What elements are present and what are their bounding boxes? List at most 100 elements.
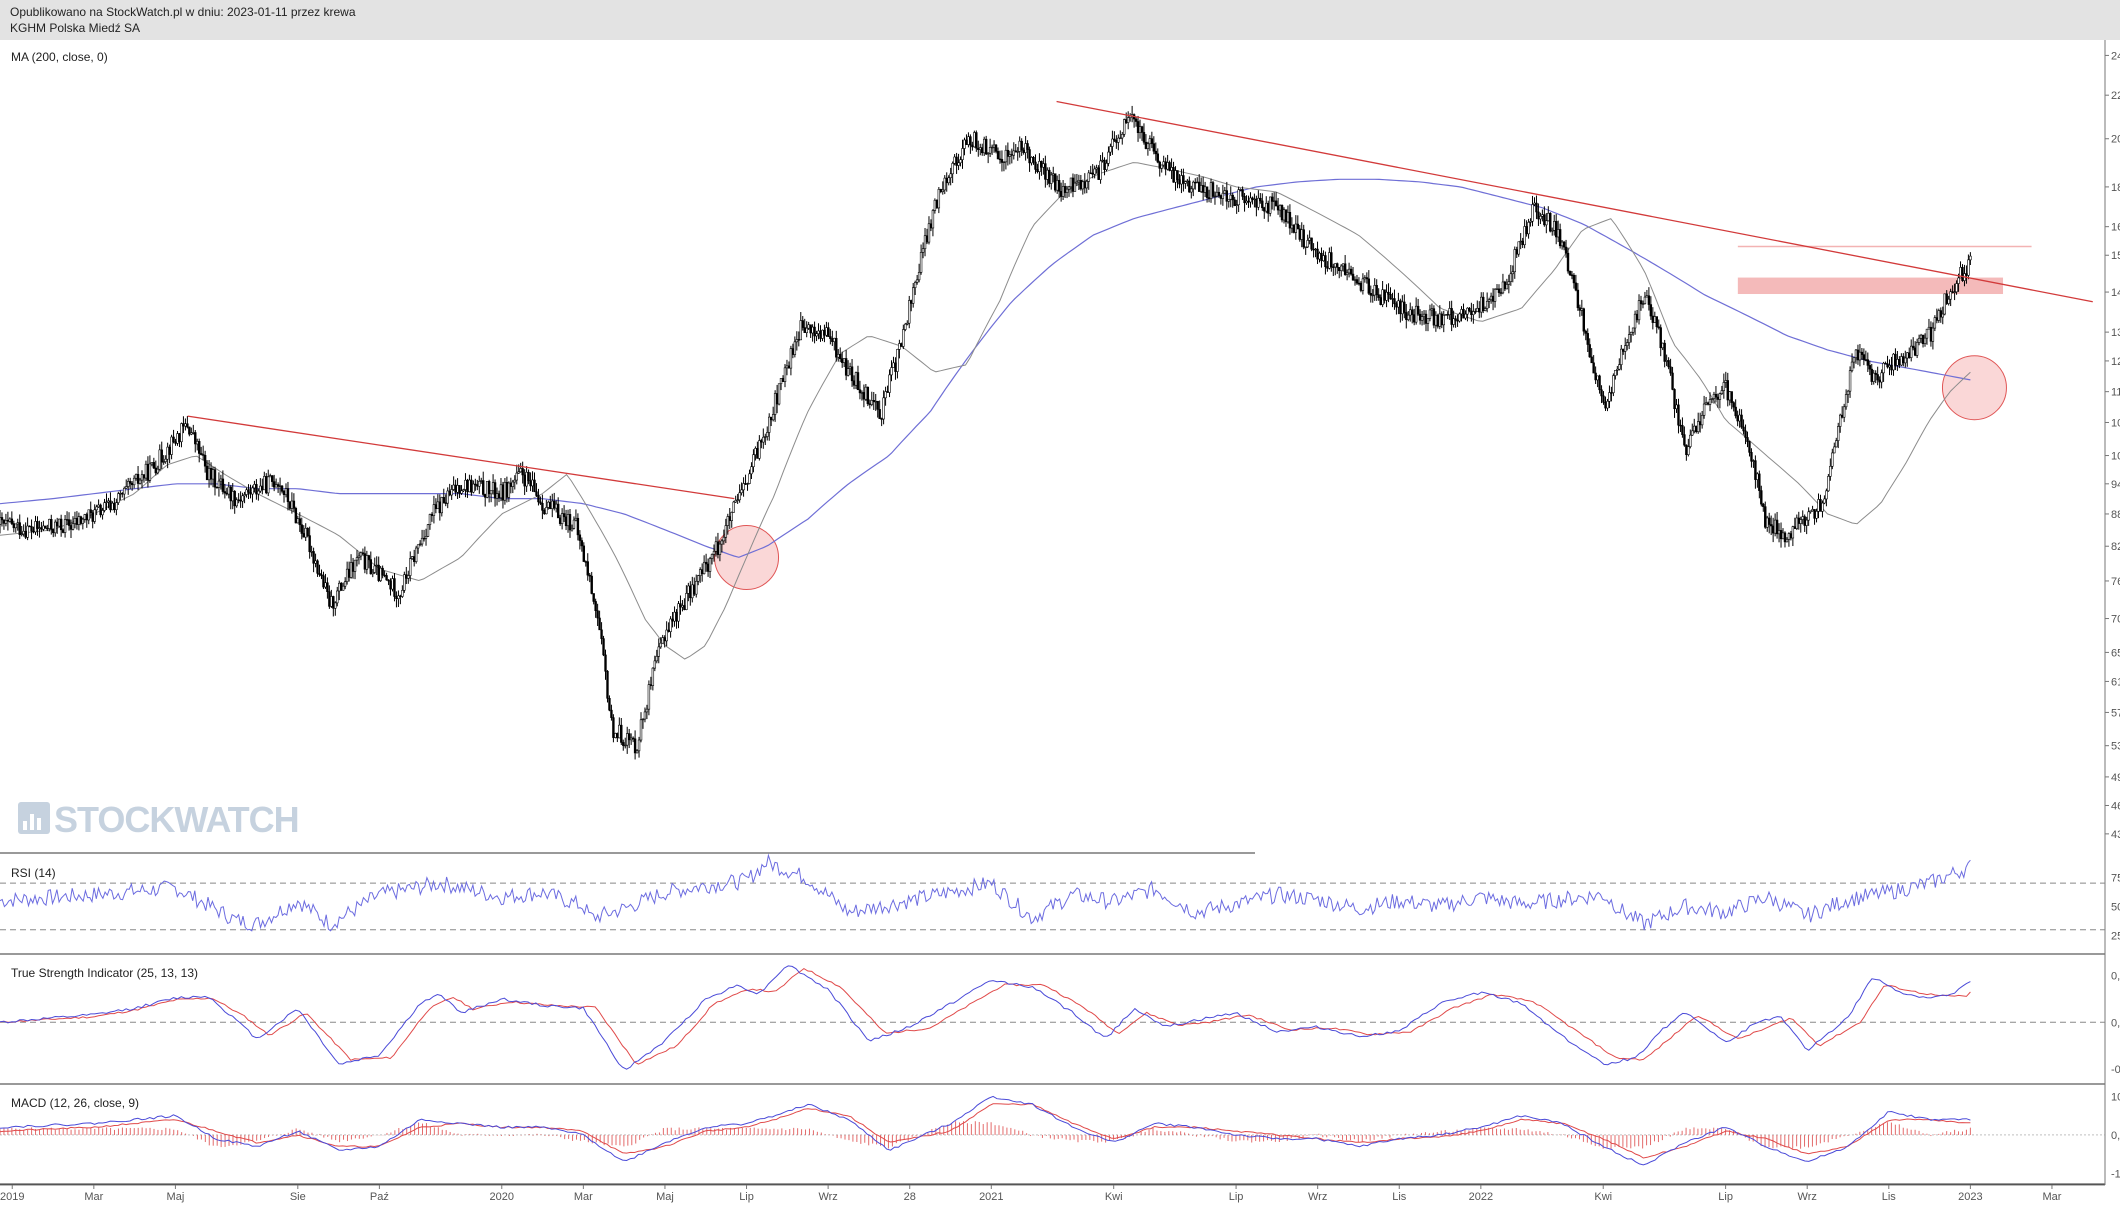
candle <box>1669 366 1672 374</box>
candle <box>629 737 633 741</box>
candle <box>578 534 582 541</box>
candle <box>310 551 313 553</box>
candle <box>1698 421 1702 426</box>
candle <box>480 480 483 482</box>
x-tick-label: Kwi <box>1594 1191 1612 1203</box>
candle <box>99 504 102 516</box>
price-tick-label: 143,00 <box>2111 287 2120 299</box>
candle <box>205 465 209 481</box>
candle <box>2 519 6 524</box>
candle <box>998 158 1002 161</box>
candle <box>1227 198 1230 202</box>
candle <box>1919 334 1923 339</box>
candle <box>340 582 343 591</box>
candle <box>332 596 335 609</box>
candle <box>30 526 33 532</box>
candle <box>485 481 489 498</box>
candle <box>758 440 761 459</box>
candle <box>420 537 424 545</box>
candle <box>1955 283 1958 293</box>
candle <box>793 341 797 355</box>
candle <box>257 490 260 495</box>
candle <box>221 478 225 492</box>
x-tick-label: Lip <box>739 1191 754 1203</box>
candle <box>1482 296 1485 312</box>
candle <box>4 520 8 524</box>
candle <box>1578 307 1582 311</box>
candle <box>1813 509 1816 519</box>
candle <box>724 525 728 538</box>
candle <box>811 326 814 334</box>
candle <box>209 468 213 480</box>
candle <box>434 504 438 510</box>
candle <box>48 519 51 529</box>
candle <box>1022 149 1025 153</box>
candle <box>1008 154 1012 157</box>
candle <box>452 484 455 490</box>
candle <box>720 540 724 545</box>
candle <box>1468 307 1471 312</box>
candle <box>426 524 430 537</box>
candle <box>1854 349 1858 358</box>
candle <box>937 189 941 209</box>
candle <box>83 514 87 520</box>
candle <box>1109 146 1112 153</box>
candle <box>1371 294 1374 297</box>
candle <box>1803 516 1806 526</box>
candle <box>1750 452 1753 462</box>
candle <box>1773 519 1777 534</box>
candle <box>1906 352 1909 359</box>
candle <box>977 147 980 150</box>
candle <box>1343 263 1347 275</box>
candle <box>57 518 61 527</box>
candle <box>1194 181 1197 184</box>
candle <box>1864 359 1868 361</box>
candle <box>955 156 958 166</box>
candle <box>1286 211 1290 223</box>
candle <box>799 320 802 341</box>
candle <box>1065 188 1069 193</box>
candle <box>842 358 846 363</box>
candle <box>773 393 777 415</box>
candle <box>1931 327 1935 342</box>
candle <box>16 522 19 525</box>
candle <box>1531 204 1534 222</box>
candle <box>166 446 169 460</box>
candle <box>1150 138 1154 144</box>
candle <box>1586 333 1589 345</box>
candle <box>1067 186 1071 190</box>
candle <box>213 469 217 488</box>
candle <box>663 637 666 642</box>
x-tick-label: Lip <box>1229 1191 1244 1203</box>
candle <box>1600 389 1603 397</box>
candle <box>97 504 100 508</box>
candle <box>769 416 773 421</box>
candle <box>1850 361 1854 371</box>
candle <box>726 516 729 526</box>
candle <box>103 502 106 511</box>
candle <box>322 575 325 588</box>
candle <box>1034 161 1037 170</box>
candle <box>201 454 205 456</box>
candle <box>833 337 836 342</box>
candle <box>160 449 163 463</box>
candle <box>957 162 960 166</box>
candle <box>941 189 944 192</box>
candle <box>1263 207 1266 212</box>
candle <box>1722 382 1726 391</box>
candle <box>1704 402 1708 405</box>
candle <box>588 574 591 577</box>
candle <box>754 448 757 456</box>
candle <box>1369 293 1372 296</box>
candle <box>1797 517 1800 524</box>
candle <box>55 521 59 527</box>
candle <box>1383 289 1386 301</box>
candle <box>1440 313 1443 326</box>
candle <box>1411 309 1414 315</box>
candle <box>1742 426 1745 432</box>
candle <box>1769 524 1773 527</box>
candle <box>1478 307 1481 313</box>
candle <box>326 582 329 592</box>
candle <box>405 574 408 579</box>
candle <box>381 567 384 576</box>
